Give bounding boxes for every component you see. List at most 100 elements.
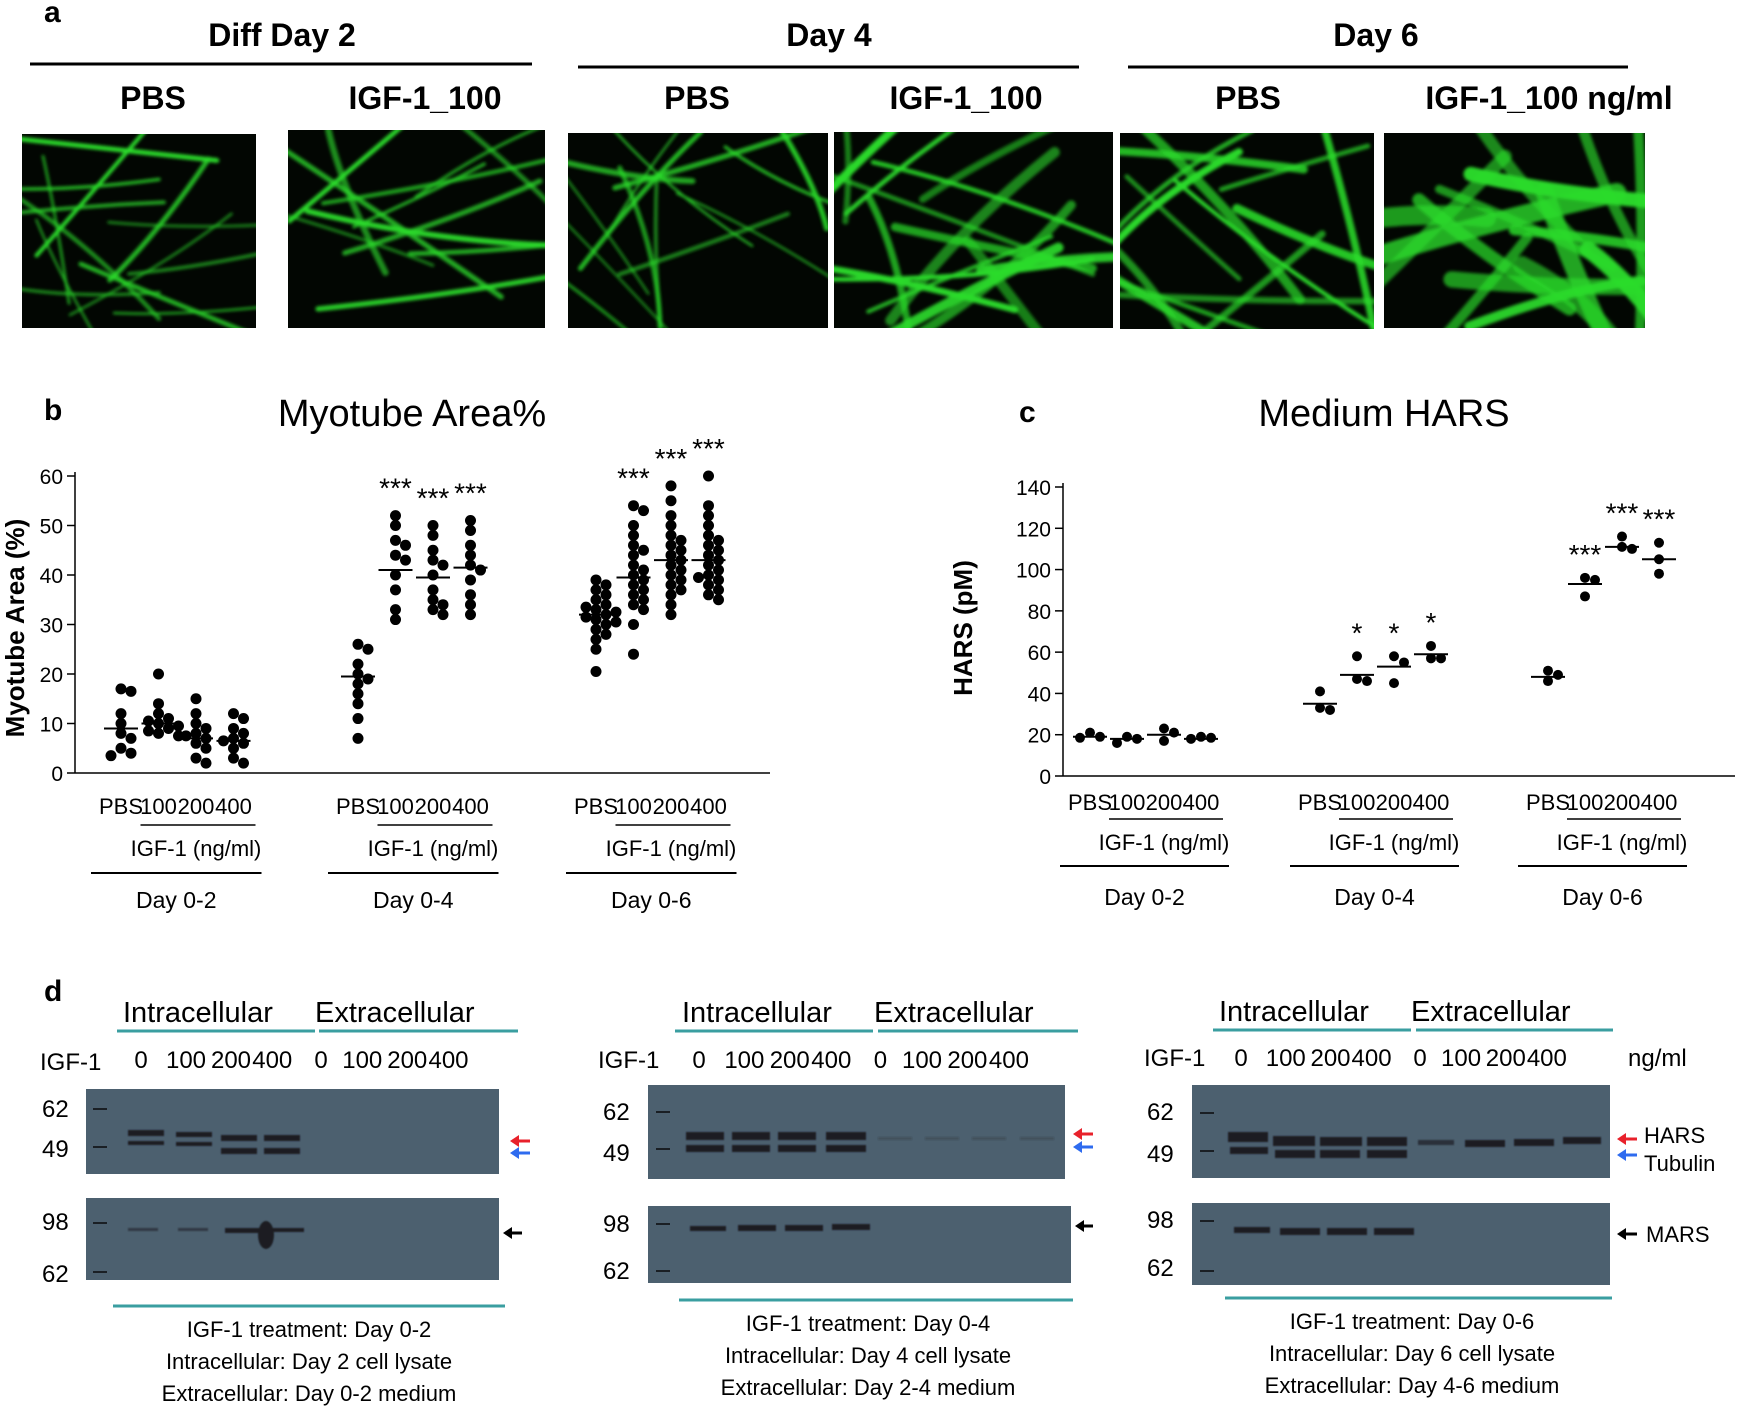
data-point — [125, 685, 137, 697]
blot-bands — [1228, 1132, 1601, 1235]
y-tick-label: 20 — [40, 664, 63, 687]
tubulin-band — [128, 1141, 164, 1145]
data-point — [400, 539, 411, 551]
mars-band — [1374, 1228, 1414, 1235]
panel-d: d Intracellular Extracellular IGF-1 0 100… — [40, 975, 1715, 1406]
hars-band — [1320, 1137, 1362, 1146]
data-point — [465, 524, 476, 536]
dose-row: 0 100 200 400 0 100 200 400 — [692, 1047, 1029, 1074]
data-point — [713, 594, 724, 606]
data-point — [1543, 665, 1553, 676]
tubulin-band — [686, 1145, 724, 1152]
y-tick-label: 40 — [1028, 683, 1051, 706]
data-point — [163, 722, 174, 734]
blot-bands — [686, 1132, 1054, 1231]
data-point — [390, 534, 401, 546]
data-point — [1389, 678, 1399, 689]
data-point — [465, 574, 476, 586]
caption-line: IGF-1 treatment: Day 0-4 — [746, 1311, 991, 1336]
significance-marker: * — [1389, 617, 1400, 648]
data-point — [580, 601, 592, 613]
hars-band — [176, 1132, 212, 1137]
data-point — [1315, 686, 1325, 697]
category-label: 100 — [1109, 790, 1146, 815]
hars-band — [1514, 1139, 1554, 1146]
hars-band — [878, 1137, 912, 1140]
significance-marker: *** — [417, 483, 450, 514]
data-point — [638, 594, 649, 606]
panel-c-title: Medium HARS — [1258, 393, 1509, 435]
igf1-sublabel: IGF-1 (ng/ml) — [1557, 830, 1688, 855]
mw-marker: 98 — [1147, 1207, 1174, 1234]
micrograph-image — [834, 132, 1113, 328]
data-point — [115, 742, 127, 754]
mars-band — [1280, 1228, 1320, 1235]
data-point — [665, 539, 677, 551]
data-point — [190, 752, 202, 764]
category-label: PBS — [1526, 790, 1570, 815]
data-point — [628, 579, 639, 591]
category-label: 100 — [615, 794, 652, 819]
data-point — [352, 658, 364, 670]
data-point — [628, 549, 639, 561]
data-point — [465, 549, 476, 561]
micrograph-image — [1120, 133, 1374, 329]
mars-band — [128, 1228, 158, 1231]
data-point — [590, 666, 602, 678]
micrograph-image — [568, 133, 828, 328]
data-point — [590, 584, 602, 596]
section-label-extracellular: Extracellular — [874, 997, 1034, 1029]
data-point — [703, 549, 714, 561]
panel-c-letter: c — [1019, 396, 1036, 429]
data-point — [1436, 653, 1446, 664]
significance-marker: * — [1426, 607, 1437, 638]
arrow-tubulin — [1073, 1141, 1093, 1153]
data-point — [628, 648, 639, 660]
dose-label: 0 — [874, 1047, 887, 1074]
mw-marker: 49 — [1147, 1141, 1174, 1168]
group-label: Day 0-4 — [373, 887, 454, 913]
y-tick-label: 60 — [40, 466, 63, 489]
data-point — [1426, 640, 1436, 651]
group-label: Day 0-2 — [136, 887, 217, 913]
igf1-sublabel: IGF-1 (ng/ml) — [131, 836, 262, 861]
hars-band — [1273, 1136, 1315, 1146]
data-point — [675, 584, 687, 596]
data-point — [427, 520, 439, 531]
hars-band — [686, 1132, 724, 1140]
data-point — [703, 529, 714, 541]
data-point — [1543, 676, 1553, 687]
blot-artifact — [258, 1221, 274, 1249]
data-point — [115, 718, 127, 729]
data-point — [638, 584, 649, 596]
mars-band — [268, 1228, 304, 1232]
mw-marker: 49 — [42, 1136, 69, 1163]
data-point — [600, 599, 612, 611]
data-point — [115, 683, 127, 695]
tubulin-band — [264, 1148, 300, 1154]
significance-marker: * — [1352, 617, 1363, 648]
caption-line: Extracellular: Day 0-2 medium — [162, 1381, 457, 1406]
marker-label-tubulin: Tubulin — [1644, 1151, 1715, 1176]
data-point — [125, 747, 137, 759]
category-label: 200 — [1604, 790, 1641, 815]
data-point — [238, 737, 249, 749]
arrow-tubulin — [510, 1147, 530, 1159]
western-blot-day0-2: Intracellular Extracellular IGF-1 0 100 20… — [40, 997, 530, 1406]
ladder-marks — [93, 1108, 107, 1273]
data-point — [590, 633, 602, 645]
data-point — [427, 569, 439, 581]
data-point — [1553, 669, 1563, 680]
data-point — [1352, 673, 1362, 684]
data-point — [390, 614, 401, 626]
data-point — [352, 713, 364, 725]
image-label: IGF-1_100 ng/ml — [1425, 80, 1672, 116]
blot-bands — [128, 1130, 304, 1249]
tubulin-band — [732, 1145, 770, 1152]
data-point — [190, 718, 202, 729]
image-label: IGF-1_100 — [890, 80, 1043, 116]
data-point — [200, 742, 212, 754]
mars-band — [178, 1228, 208, 1231]
data-point — [665, 599, 677, 611]
data-point — [362, 673, 374, 685]
